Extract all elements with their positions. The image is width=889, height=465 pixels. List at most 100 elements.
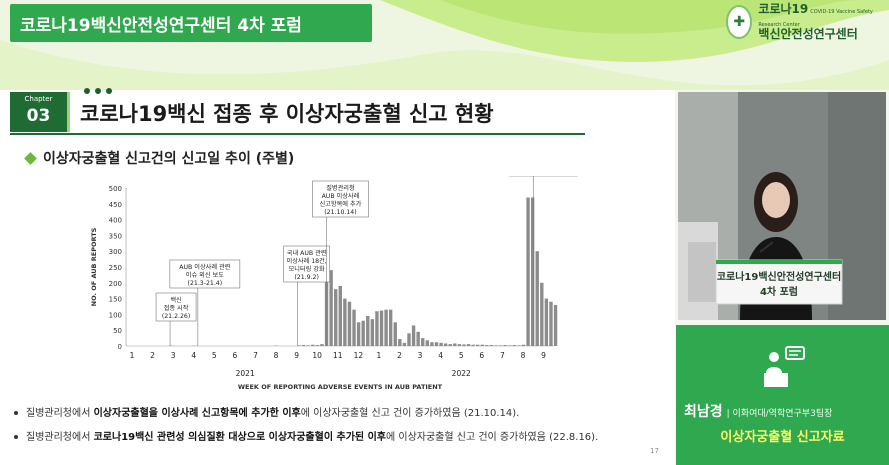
x-tick-label: 6 [479, 351, 484, 360]
presentation-slide [0, 90, 675, 465]
bar [315, 345, 320, 346]
year-label-2021: 2021 [236, 369, 255, 378]
bar [494, 345, 498, 346]
annotation-text: (21.9.2) [294, 274, 319, 281]
bullet-2-post: 에 이상자궁출혈 신고 건이 증가하였음 (22.8.16). [386, 432, 599, 443]
y-tick-label: 450 [109, 201, 122, 209]
y-tick-label: 50 [113, 327, 122, 335]
bar [361, 320, 365, 346]
x-axis-label: WEEK OF REPORTING ADVERSE EVENTS IN AUB … [238, 383, 443, 391]
heading-divider [10, 133, 585, 135]
x-tick-label: 4 [191, 351, 196, 360]
x-tick-label: 2 [397, 351, 402, 360]
bar [443, 343, 448, 346]
bar [306, 345, 310, 346]
y-tick-label: 0 [118, 343, 122, 351]
y-tick-label: 200 [109, 280, 122, 288]
slide-heading: 코로나19백신 접종 후 이상자궁출혈 신고 현황 [80, 102, 494, 126]
bar [320, 344, 324, 346]
slide-subheading: 이상자궁출혈 신고건의 신고일 추이 (주별) [24, 148, 294, 168]
x-tick-label: 4 [438, 351, 443, 360]
bar [379, 310, 384, 346]
x-tick-label: 5 [459, 351, 464, 360]
bar [512, 345, 517, 346]
bar [343, 298, 347, 346]
bar [375, 311, 379, 346]
annotation-box [283, 245, 330, 283]
annotation-box [312, 180, 369, 218]
logo-line2: 백신안전성연구센터 [758, 27, 858, 42]
y-tick-label: 400 [109, 217, 122, 225]
bar [297, 345, 301, 346]
aub-reports-chart: 0 50 100 150 200 250 300 350 400 450 500 NO. OF AUB… [90, 176, 578, 391]
bar [430, 342, 434, 346]
speaker-panel: 최남경 | 이화여대/역학연구부3팀장 이상자궁출혈 신고자료 [676, 325, 889, 465]
presenter-podium-icon [764, 346, 805, 387]
diamond-bullet-icon [24, 151, 37, 165]
bar [329, 270, 333, 346]
annotation-box [155, 292, 197, 322]
annotation-text: 백신 [170, 296, 182, 304]
bar [366, 315, 370, 346]
logo-line1: 코로나19 [758, 2, 809, 17]
bullet-2-pre: 질병관리청에서 [26, 432, 94, 443]
annotation-text: (21.2.26) [162, 313, 190, 320]
bullet-1-pre: 질병관리청에서 [26, 408, 94, 419]
center-emblem-icon: ✚ [726, 5, 753, 39]
bar [553, 304, 558, 346]
bar [398, 339, 402, 346]
podium-line1: 코로나19백신안전성연구센터 [717, 270, 841, 283]
bar [311, 344, 315, 346]
bar [334, 289, 338, 346]
x-tick-label: 3 [171, 351, 176, 360]
x-tick-label: 9 [541, 351, 546, 360]
bullet-1-bold: 이상자궁출혈을 이상사례 신고항목에 추가한 이후 [93, 408, 301, 419]
center-logo: ✚ 코로나19 COVID-19 Vaccine Safety Research … [726, 2, 876, 42]
annotation-text: 이슈 외신 보도 [186, 271, 224, 279]
bar [393, 322, 397, 346]
x-tick-label: 9 [294, 351, 299, 360]
bar [411, 325, 416, 346]
bar [498, 345, 503, 346]
bar [421, 338, 425, 346]
x-tick-label: 7 [253, 351, 258, 360]
bar [448, 344, 452, 346]
annotation-text: 접종 시작 [164, 304, 189, 312]
bar [489, 345, 494, 346]
speaker-video: 코로나19백신안전성연구센터 4차 포럼 [678, 92, 886, 320]
bar [526, 197, 530, 346]
x-tick-label: 10 [312, 351, 322, 360]
bar [453, 343, 457, 346]
bar [388, 309, 393, 346]
bullet-1-post: 에 이상자궁출혈 신고 건이 증가하였음 (21.10.14). [300, 408, 520, 419]
bar [503, 345, 507, 346]
y-tick-label: 350 [109, 232, 122, 240]
annotation-text: 모니터링 강화 [289, 265, 325, 273]
decorative-dots [84, 88, 112, 94]
bar [549, 301, 553, 346]
bar [434, 342, 439, 346]
speaker-affiliation: | 이화여대/역학연구부3팀장 [726, 409, 833, 419]
speaker-name: 최남경 [684, 404, 723, 420]
chapter-number: 03 [26, 106, 51, 126]
bar [476, 344, 480, 346]
x-tick-label: 2 [150, 351, 155, 360]
bar [457, 344, 462, 346]
bar [508, 345, 512, 346]
bullet-2-bold: 코로나19백신 관련성 의심질환 대상으로 이상자궁출혈이 추가된 이후 [93, 432, 386, 443]
bar [425, 340, 430, 346]
bar [466, 344, 471, 346]
forum-title: 코로나19백신안전성연구센터 4차 포럼 [10, 4, 372, 42]
y-tick-label: 250 [109, 264, 122, 272]
bullet-2: 질병관리청에서 코로나19백신 관련성 의심질환 대상으로 이상자궁출혈이 추가… [14, 428, 598, 443]
chapter-badge: Chapter 03 [10, 92, 70, 132]
annotation-text: AUB 이상사례 [322, 192, 360, 200]
bar [370, 319, 375, 346]
y-tick-label: 500 [109, 185, 122, 193]
page-number: 17 [650, 447, 659, 455]
bar [535, 251, 539, 346]
bar [407, 333, 411, 346]
x-tick-label: 7 [500, 351, 505, 360]
y-tick-label: 300 [109, 248, 122, 256]
